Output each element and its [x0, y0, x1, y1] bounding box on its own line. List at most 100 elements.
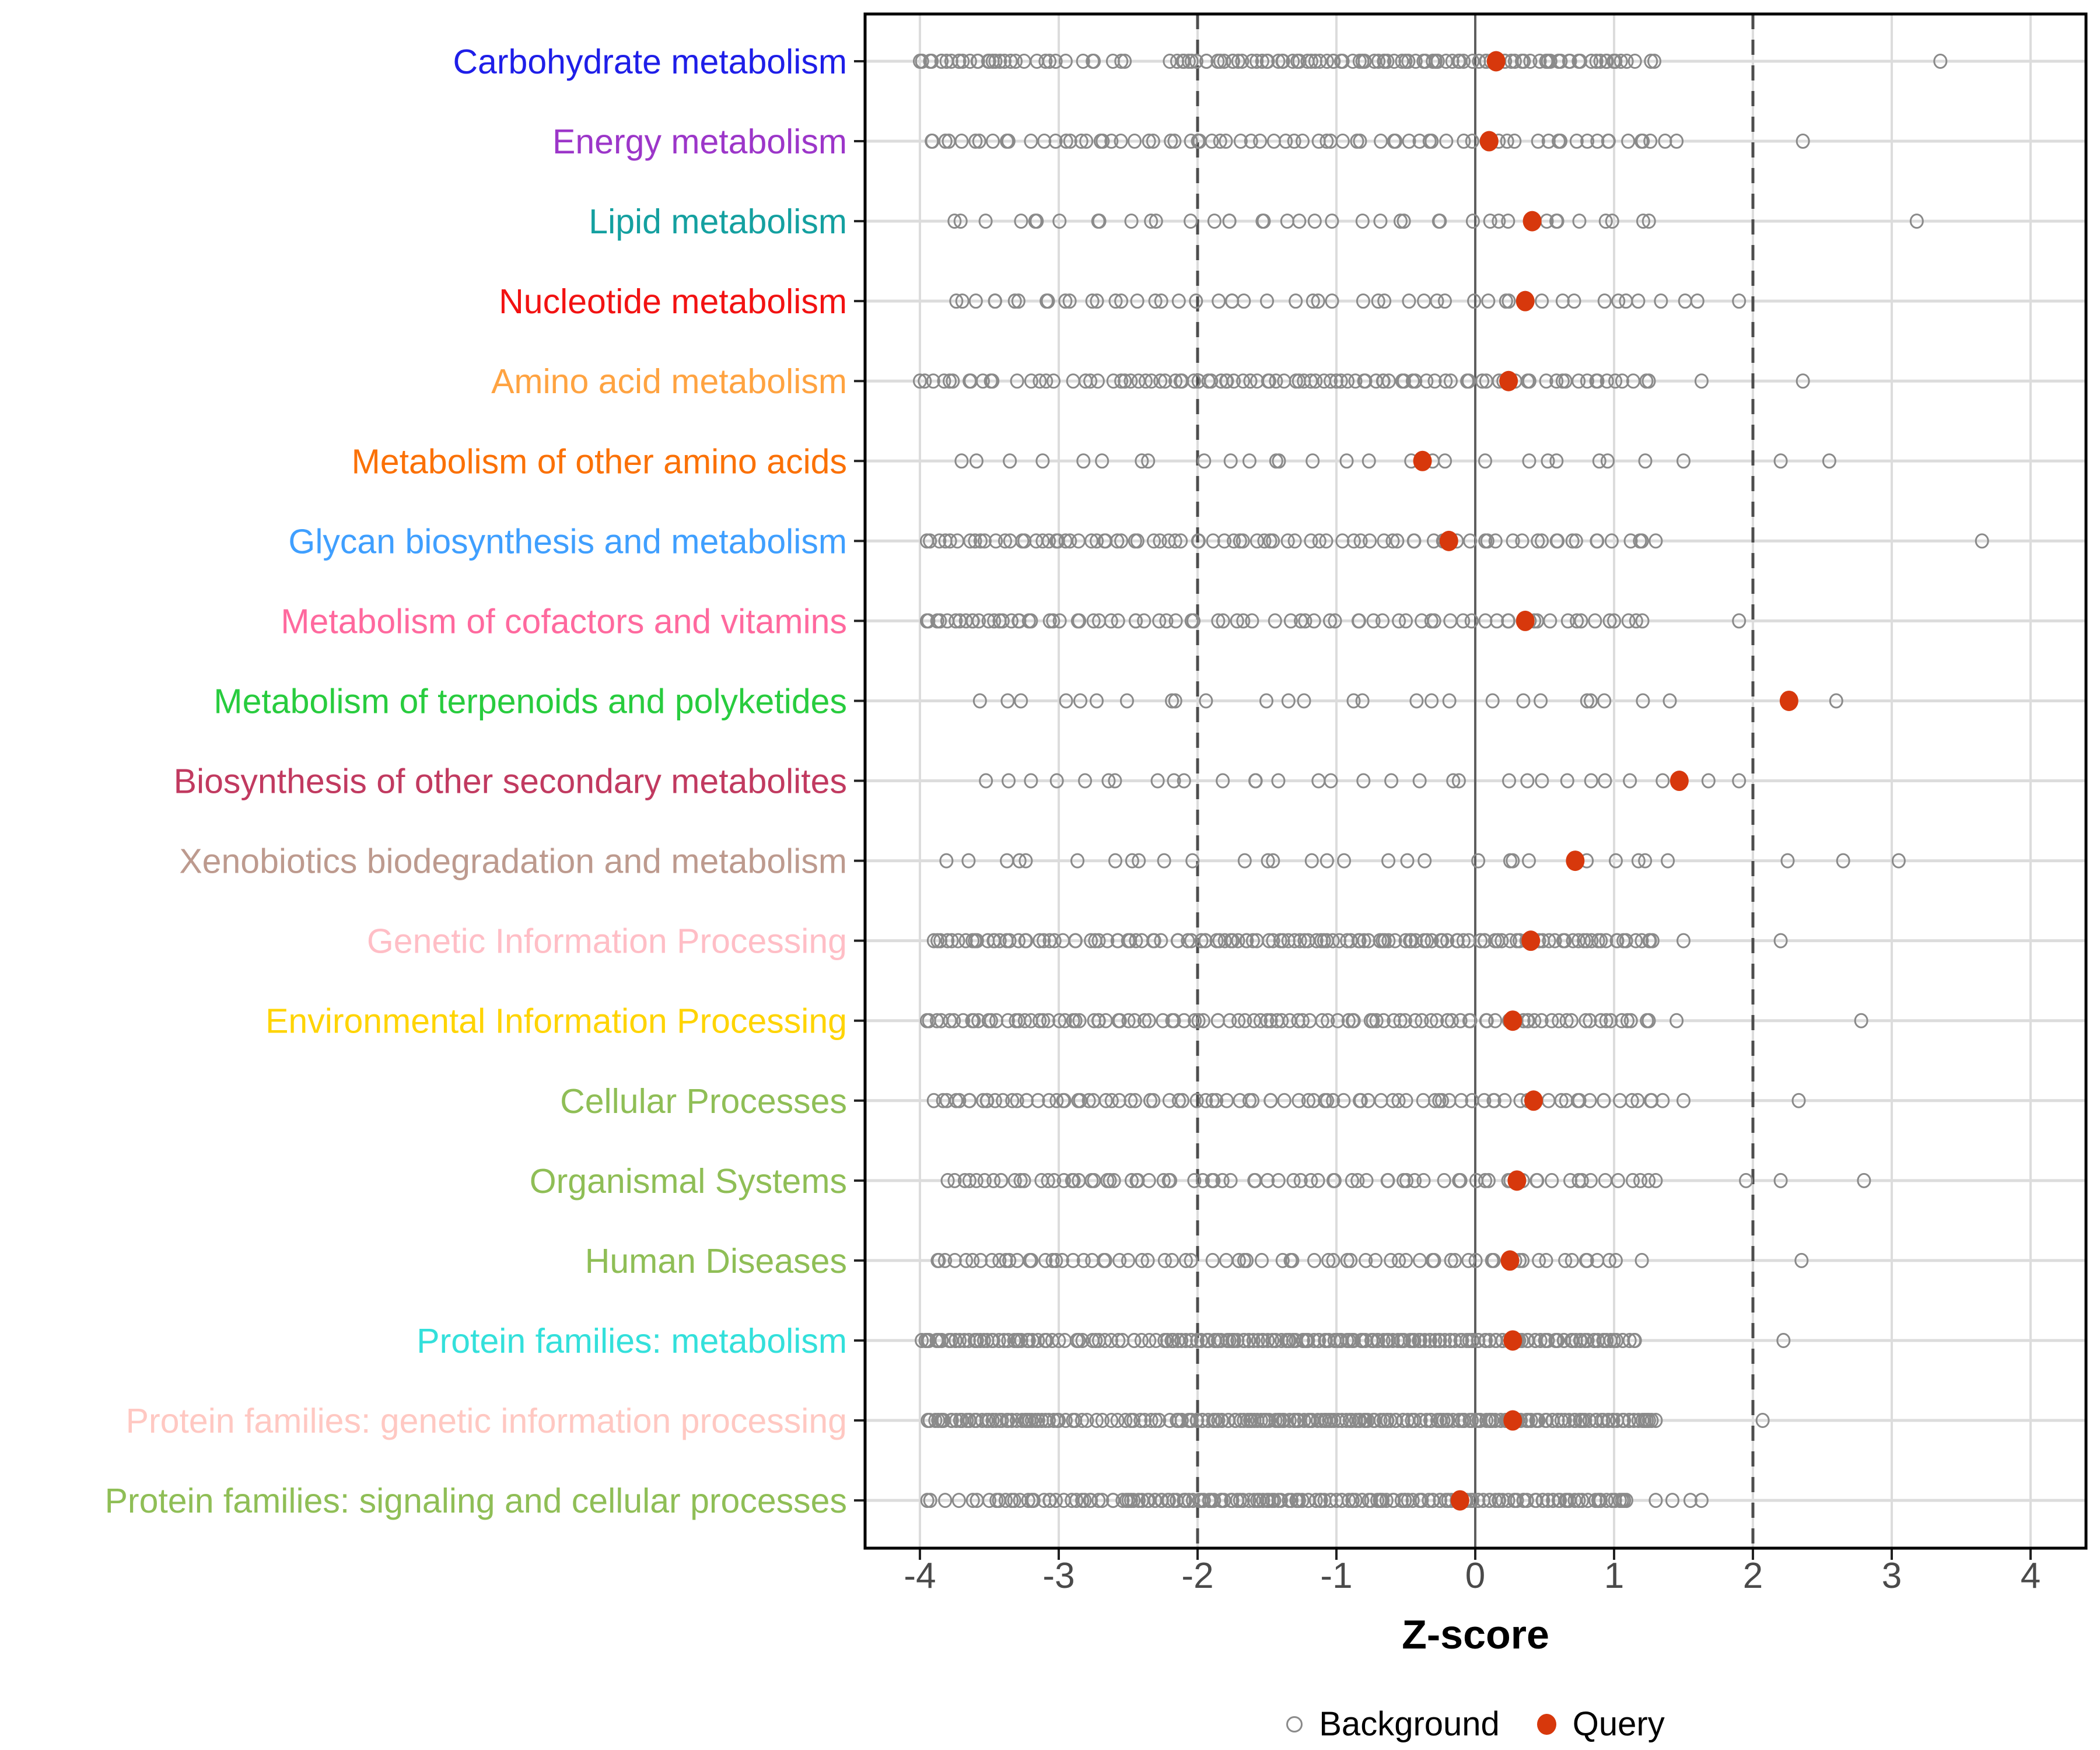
background-point: [1387, 1013, 1401, 1028]
background-point: [1554, 1093, 1569, 1108]
background-point: [1165, 1252, 1180, 1268]
x-axis-title: Z-score: [1402, 1612, 1549, 1657]
background-point: [1152, 1413, 1167, 1429]
background-point: [1351, 613, 1366, 629]
background-point: [1471, 853, 1486, 869]
background-point: [988, 54, 1003, 69]
background-point: [1413, 1332, 1427, 1348]
background-point: [1287, 933, 1302, 949]
background-point: [1829, 693, 1843, 709]
background-point: [1438, 453, 1452, 469]
background-point: [1463, 533, 1478, 549]
background-point: [1465, 1413, 1479, 1429]
background-point: [1836, 853, 1850, 869]
background-point: [1277, 1093, 1292, 1108]
background-point: [1078, 773, 1093, 789]
background-point: [1231, 933, 1245, 949]
background-point: [1174, 1413, 1189, 1429]
background-point: [1127, 1332, 1142, 1348]
background-point: [1042, 1413, 1056, 1429]
background-point: [1271, 773, 1286, 789]
background-point: [1444, 1013, 1459, 1028]
background-point: [985, 1252, 999, 1268]
background-point: [1326, 54, 1341, 69]
background-point: [1266, 533, 1280, 549]
background-point: [1331, 1013, 1345, 1028]
background-point: [1375, 1493, 1390, 1508]
background-point: [1045, 1252, 1060, 1268]
background-point: [1295, 1013, 1310, 1028]
background-point: [944, 933, 959, 949]
background-point: [965, 1493, 980, 1508]
background-point: [1642, 373, 1656, 389]
background-point: [1237, 853, 1252, 869]
background-point: [915, 54, 929, 69]
background-point: [1090, 373, 1105, 389]
background-point: [1553, 1493, 1567, 1508]
background-point: [1000, 1013, 1015, 1028]
background-point: [1266, 853, 1280, 869]
x-tick-label: -1: [1320, 1556, 1352, 1596]
background-point: [1095, 1413, 1110, 1429]
background-point: [1125, 1172, 1139, 1188]
background-point: [1626, 1172, 1640, 1188]
background-point: [1211, 613, 1226, 629]
background-point: [915, 1332, 929, 1348]
background-point: [1396, 214, 1411, 229]
background-point: [1443, 373, 1458, 389]
background-point: [1245, 613, 1259, 629]
background-point: [1068, 933, 1083, 949]
background-point: [1541, 453, 1555, 469]
background-point: [1245, 933, 1260, 949]
background-point: [1100, 933, 1115, 949]
background-point: [1326, 1252, 1340, 1268]
background-point: [1084, 533, 1099, 549]
background-point: [1385, 1093, 1400, 1108]
background-point: [918, 373, 932, 389]
background-point: [1599, 933, 1614, 949]
background-point: [973, 533, 988, 549]
background-point: [1153, 533, 1167, 549]
background-point: [1437, 1332, 1452, 1348]
background-point: [1130, 533, 1144, 549]
background-point: [1739, 1172, 1754, 1188]
background-point: [1535, 293, 1549, 309]
background-point: [1599, 1013, 1614, 1028]
background-point: [1645, 933, 1660, 949]
background-point: [1433, 214, 1447, 229]
background-point: [1121, 1013, 1136, 1028]
background-point: [1171, 1093, 1186, 1108]
background-point: [1420, 933, 1434, 949]
legend: Background Query: [865, 1704, 2086, 1744]
background-point: [1266, 933, 1280, 949]
background-point: [1384, 773, 1399, 789]
background-point: [1427, 1252, 1441, 1268]
background-point: [1385, 1332, 1400, 1348]
background-point: [984, 1013, 998, 1028]
background-point: [1019, 853, 1033, 869]
background-point: [1076, 453, 1091, 469]
background-point: [1395, 54, 1409, 69]
background-point: [1398, 1013, 1412, 1028]
background-point: [1430, 1013, 1444, 1028]
background-point: [1205, 1252, 1220, 1268]
background-point: [1286, 1172, 1301, 1188]
background-point: [1237, 1332, 1252, 1348]
background-point: [1148, 293, 1163, 309]
x-tick-label: 1: [1604, 1556, 1624, 1596]
background-point: [1219, 373, 1234, 389]
background-point: [1324, 373, 1338, 389]
background-point: [1359, 1252, 1373, 1268]
background-point: [1213, 134, 1227, 149]
background-point: [1565, 533, 1580, 549]
query-point: [1516, 290, 1535, 312]
background-point: [1142, 1172, 1156, 1188]
background-point: [1523, 54, 1538, 69]
background-point: [1594, 1013, 1608, 1028]
background-point: [1543, 613, 1558, 629]
background-point: [1569, 533, 1583, 549]
background-point: [1580, 1332, 1595, 1348]
background-point: [1066, 1252, 1080, 1268]
background-point: [1336, 1093, 1351, 1108]
background-point: [1242, 1493, 1256, 1508]
